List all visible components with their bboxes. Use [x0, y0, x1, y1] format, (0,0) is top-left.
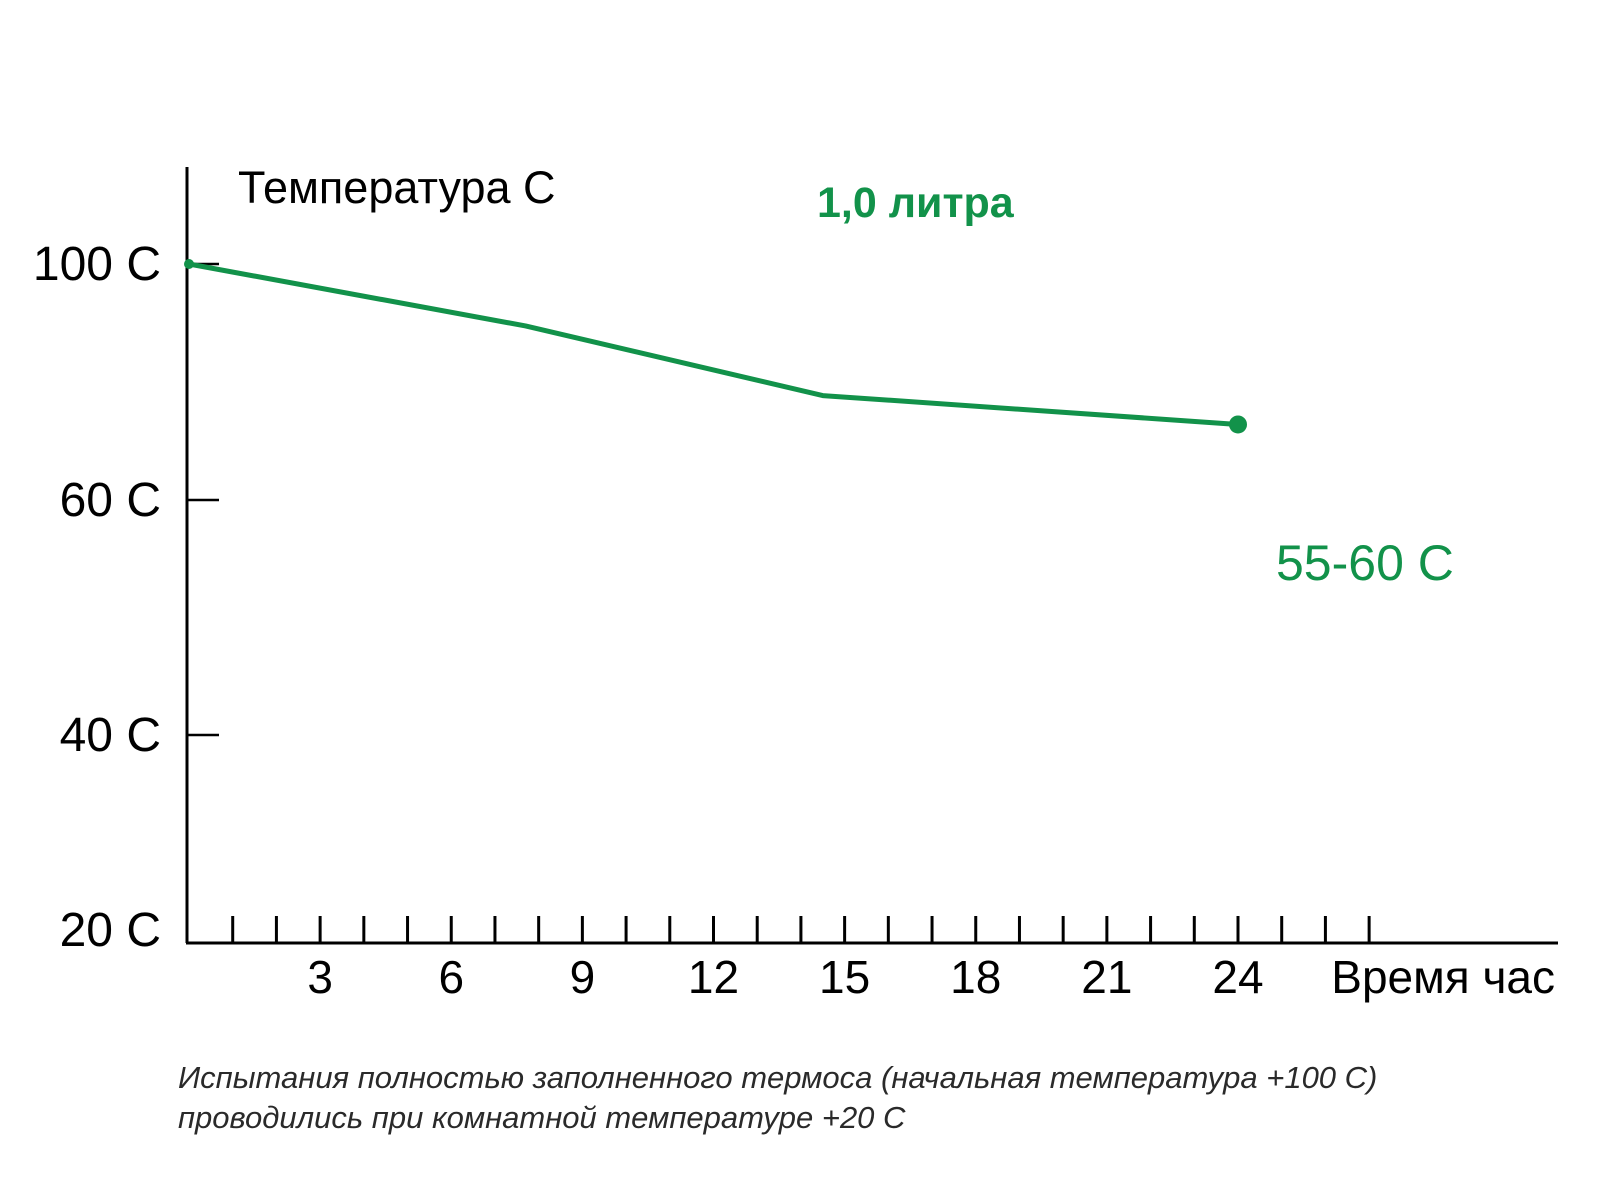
x-tick-label: 9 — [570, 951, 596, 1003]
series-start-point — [184, 259, 194, 269]
x-axis-label: Время час — [1331, 951, 1555, 1003]
series-end-point — [1229, 415, 1247, 434]
y-tick-label: 40 С — [60, 709, 161, 762]
x-tick-label: 3 — [307, 951, 333, 1003]
x-tick-label: 15 — [819, 951, 870, 1003]
end-value-annotation: 55-60 С — [1276, 535, 1454, 591]
legend-label: 1,0 литра — [817, 179, 1015, 227]
y-axis-label: Температура С — [238, 162, 556, 213]
y-tick-label: 20 С — [60, 904, 161, 957]
x-tick-label: 18 — [950, 951, 1001, 1003]
x-tick-label: 21 — [1081, 951, 1132, 1003]
series-group — [184, 259, 1247, 434]
x-axis-ticks: 3 6 9 12 15 18 21 24 — [231, 916, 1371, 1003]
x-tick-label: 6 — [438, 951, 464, 1003]
caption-line-1: Испытания полностью заполненного термоса… — [178, 1060, 1378, 1095]
series-line — [186, 261, 1241, 427]
caption-line-2: проводились при комнатной температуре +2… — [178, 1100, 906, 1135]
x-tick-label: 12 — [688, 951, 739, 1003]
y-tick-label: 100 С — [33, 238, 161, 291]
y-tick-label: 60 С — [60, 474, 161, 527]
y-axis-ticks: 20 С 40 С 60 С 100 С — [33, 238, 219, 957]
chart-axes — [185, 167, 1558, 945]
chart-labels: Температура С Время час 1,0 литра 55-60 С — [238, 162, 1555, 1003]
chart-caption: Испытания полностью заполненного термоса… — [178, 1058, 1558, 1138]
x-tick-label: 24 — [1212, 951, 1263, 1003]
